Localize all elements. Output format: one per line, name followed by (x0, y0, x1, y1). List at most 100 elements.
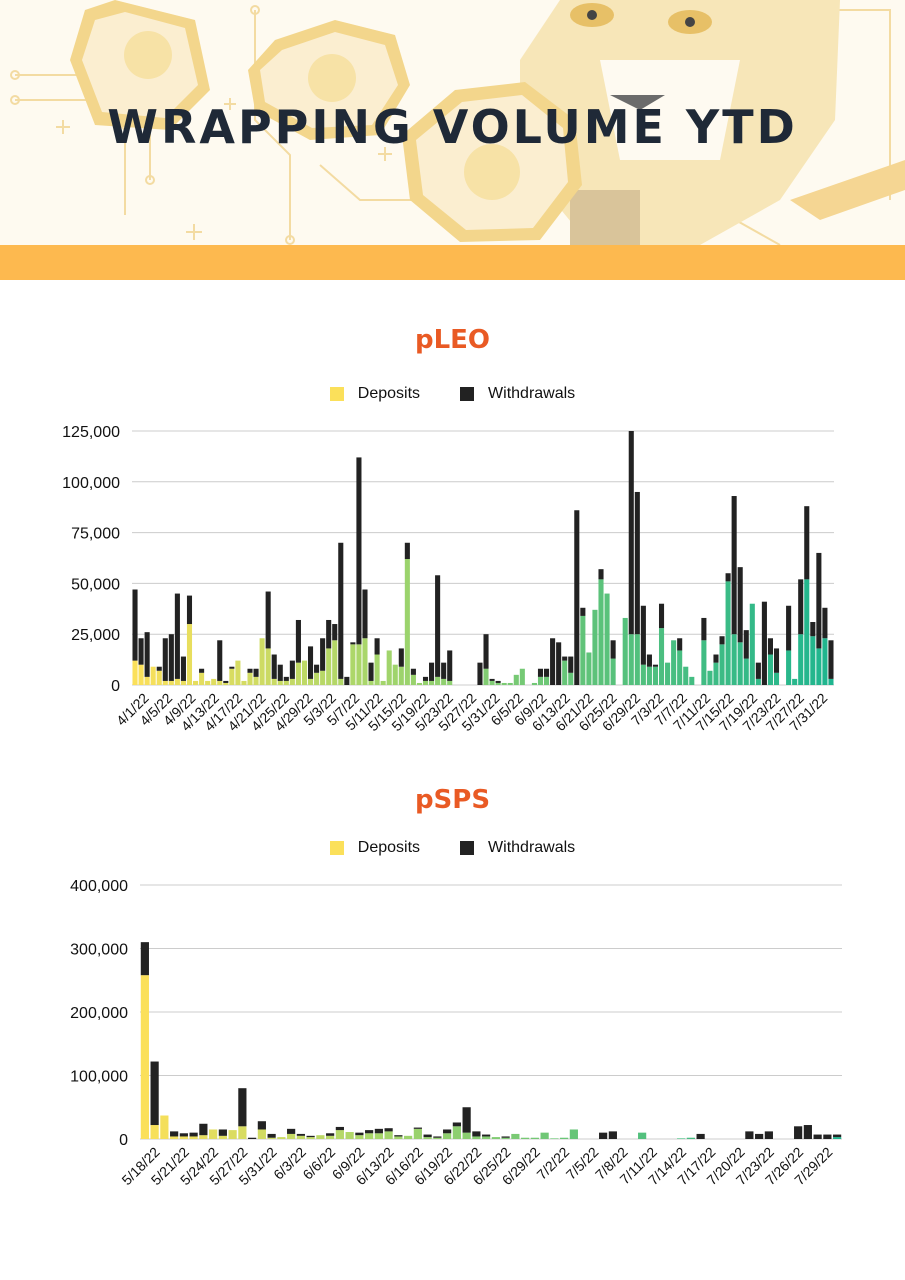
withdrawal-bar (755, 1133, 764, 1139)
deposit-bar (168, 680, 174, 685)
deposit-bar (737, 642, 743, 685)
deposit-bar (472, 1136, 481, 1139)
banner-illustration (10, 0, 905, 245)
deposit-bar (335, 1130, 344, 1139)
withdrawal-bar (156, 666, 162, 671)
deposit-bar (257, 1129, 266, 1139)
withdrawal-bar (495, 680, 501, 683)
withdrawal-bar (150, 1061, 159, 1126)
deposit-bar (398, 666, 404, 685)
withdrawal-bar (441, 662, 447, 679)
withdrawal-bar (277, 664, 283, 681)
withdrawal-bar (725, 573, 731, 582)
deposit-bar (513, 674, 519, 685)
deposit-bar (519, 668, 525, 685)
withdrawal-bar (737, 567, 743, 643)
deposit-bar (501, 682, 507, 685)
withdrawal-bar (296, 1133, 305, 1136)
y-tick-label: 125,000 (62, 424, 120, 441)
deposit-bar (447, 680, 453, 685)
deposit-bar (186, 624, 193, 685)
withdrawal-bar (170, 1131, 179, 1137)
deposit-bar (689, 676, 695, 685)
deposit-bar (287, 1133, 296, 1139)
deposit-bar (253, 676, 259, 685)
deposit-bar (267, 1137, 276, 1139)
deposit-bar (804, 579, 810, 685)
legend-label: Withdrawals (488, 385, 576, 402)
deposit-bar (550, 1138, 559, 1139)
deposit-bar (586, 652, 592, 685)
deposit-bar (138, 664, 144, 685)
withdrawal-bar (804, 506, 810, 580)
pleo-chart: 025,00050,00075,000100,000125,0004/1/224… (62, 424, 834, 734)
deposit-bar (368, 680, 374, 685)
deposit-bar (199, 1135, 208, 1139)
deposit-bar (413, 1128, 422, 1139)
deposit-bar (640, 664, 646, 685)
deposit-bar (179, 1136, 188, 1139)
withdrawal-bar (199, 668, 205, 673)
deposit-bar (404, 559, 410, 685)
withdrawal-bar (822, 607, 828, 639)
deposit-bar (610, 658, 616, 685)
withdrawal-bar (719, 636, 725, 645)
deposit-bar (355, 1135, 364, 1139)
deposit-bar (132, 660, 138, 685)
deposit-bar (271, 678, 277, 685)
withdrawal-bar (314, 664, 320, 673)
deposit-bar (828, 678, 834, 685)
withdrawal-bar (764, 1131, 773, 1139)
deposit-bar (174, 678, 180, 685)
withdrawal-bar (652, 664, 659, 667)
deposit-bar (483, 668, 489, 685)
withdrawal-bar (162, 638, 168, 681)
withdrawal-bar (833, 1134, 842, 1138)
deposit-bar (707, 670, 713, 685)
withdrawal-bar (332, 624, 338, 641)
deposit-bar (489, 680, 495, 685)
deposit-bar (658, 628, 665, 685)
withdrawal-bar (568, 656, 574, 673)
deposit-bar (683, 666, 689, 685)
deposit-bar (140, 975, 149, 1139)
withdrawal-bar (350, 642, 356, 645)
withdrawal-bar (374, 638, 380, 655)
deposit-bar (749, 603, 755, 685)
deposit-bar (392, 664, 398, 685)
withdrawal-bar (287, 1128, 296, 1134)
withdrawals-swatch-icon (460, 387, 475, 401)
withdrawal-bar (248, 1137, 257, 1139)
withdrawal-bar (773, 648, 780, 673)
withdrawal-bar (574, 510, 580, 685)
withdrawal-bar (295, 619, 301, 663)
deposit-bar (345, 1132, 354, 1139)
withdrawal-bar (267, 1133, 276, 1138)
deposit-bar (482, 1136, 491, 1139)
deposit-bar (211, 678, 217, 685)
deposit-bar (301, 660, 308, 685)
deposit-bar (719, 644, 725, 685)
deposit-bar (743, 658, 749, 685)
withdrawal-bar (374, 1128, 383, 1134)
withdrawal-bar (217, 640, 223, 681)
deposit-bar (773, 672, 780, 685)
deposit-bar (235, 660, 241, 685)
deposit-bar (495, 682, 501, 685)
withdrawal-bar (489, 678, 495, 681)
deposit-bar (501, 1137, 510, 1139)
deposit-bar (452, 1126, 461, 1139)
deposit-bar (833, 1137, 842, 1139)
withdrawal-bar (335, 1126, 344, 1131)
deposit-bar (638, 1132, 647, 1139)
deposit-bar (622, 617, 628, 685)
withdrawal-bar (813, 1134, 822, 1139)
deposit-bar (223, 682, 229, 685)
deposit-bar (646, 666, 652, 685)
withdrawal-bar (701, 617, 707, 641)
page-title: WRAPPING VOLUME YTD (107, 100, 798, 154)
withdrawal-bar (731, 496, 737, 635)
deposit-bar (410, 674, 416, 685)
withdrawal-bar (677, 638, 683, 651)
withdrawal-bar (429, 662, 435, 681)
